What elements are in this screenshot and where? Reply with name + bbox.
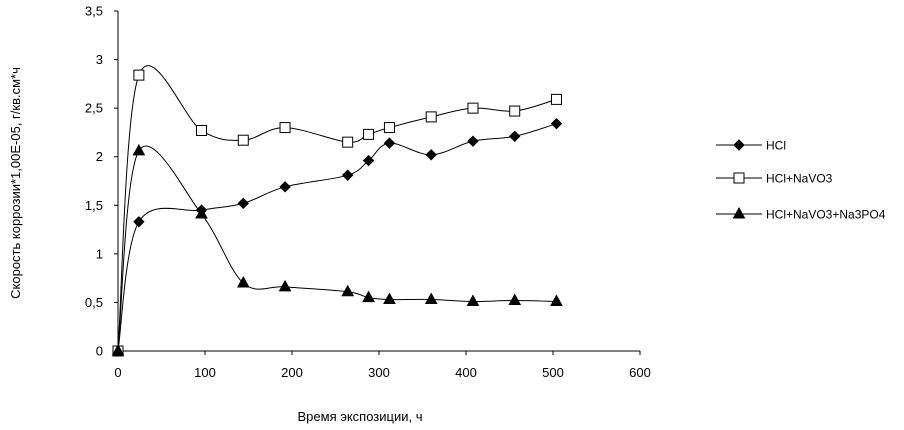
y-tick-label: 3 <box>96 52 103 67</box>
legend-item: HCl+NaVO3 <box>716 172 833 186</box>
data-point <box>341 169 354 181</box>
series-1 <box>112 117 563 357</box>
y-tick-label: 0,5 <box>85 295 103 310</box>
y-tick-label: 3,5 <box>85 4 103 19</box>
data-point <box>196 124 208 136</box>
legend-item: HCl <box>716 139 786 153</box>
data-point <box>383 137 396 149</box>
axes: 0 0,5 1 1,5 2 2,5 3 3,5 0 100 200 300 400 500 600 <box>85 4 651 381</box>
y-tick-label: 0 <box>96 344 103 359</box>
data-point <box>362 154 375 167</box>
series-line <box>117 65 557 352</box>
legend-marker <box>733 139 745 151</box>
data-point <box>133 216 145 228</box>
series-line <box>117 145 557 352</box>
legend-marker <box>732 206 746 219</box>
data-point <box>509 130 521 143</box>
x-tick-label: 500 <box>542 365 564 380</box>
series-2 <box>112 65 562 357</box>
data-point <box>236 275 250 288</box>
legend: HCl HCl+NaVO3 HCl+NaVO3+Na3PO4 <box>716 139 886 222</box>
data-point <box>383 292 396 305</box>
y-tick-label: 2,5 <box>85 101 103 116</box>
data-point <box>509 105 521 117</box>
y-tick-label: 2 <box>96 149 103 164</box>
y-axis-title: Скорость коррозии*1,00Е-05, г/кв.см*ч <box>8 67 23 299</box>
data-point <box>363 128 375 140</box>
x-tick-label: 600 <box>629 365 651 380</box>
data-point <box>466 294 480 306</box>
data-point <box>133 69 145 81</box>
data-point <box>237 134 249 146</box>
data-point <box>362 290 375 303</box>
x-tick-label: 400 <box>455 365 477 380</box>
x-tick-label: 0 <box>114 365 121 380</box>
data-point <box>195 206 208 219</box>
series-line <box>117 123 557 352</box>
data-point <box>467 135 479 147</box>
x-tick-label: 300 <box>368 365 390 380</box>
legend-label: HCl <box>766 139 786 153</box>
legend-item: HCl+NaVO3+Na3PO4 <box>716 206 886 222</box>
y-tick-label: 1,5 <box>85 198 103 213</box>
data-point <box>550 117 563 130</box>
data-point <box>279 181 291 193</box>
data-point <box>132 143 146 156</box>
legend-label: HCl+NaVO3 <box>766 172 833 186</box>
data-point <box>278 279 292 292</box>
data-point <box>341 284 355 297</box>
x-tick-label: 100 <box>194 365 216 380</box>
series-3 <box>111 143 563 356</box>
y-ticks: 0 0,5 1 1,5 2 2,5 3 3,5 <box>85 4 118 359</box>
data-point <box>424 292 438 305</box>
data-point <box>508 293 522 305</box>
data-point <box>279 122 291 134</box>
series-layer <box>111 65 563 357</box>
data-point <box>550 294 563 306</box>
data-point <box>425 149 437 161</box>
data-point <box>383 122 395 134</box>
data-point <box>550 93 562 105</box>
x-axis-title: Время экспозиции, ч <box>298 409 423 424</box>
data-point <box>467 102 479 114</box>
data-point <box>111 343 125 356</box>
legend-label: HCl+NaVO3+Na3PO4 <box>766 208 886 222</box>
x-ticks: 0 100 200 300 400 500 600 <box>114 351 651 380</box>
y-tick-label: 1 <box>96 246 103 261</box>
data-point <box>425 111 437 123</box>
data-point <box>342 136 354 148</box>
x-tick-label: 200 <box>281 365 303 380</box>
legend-marker <box>733 172 745 184</box>
data-point <box>237 197 249 210</box>
